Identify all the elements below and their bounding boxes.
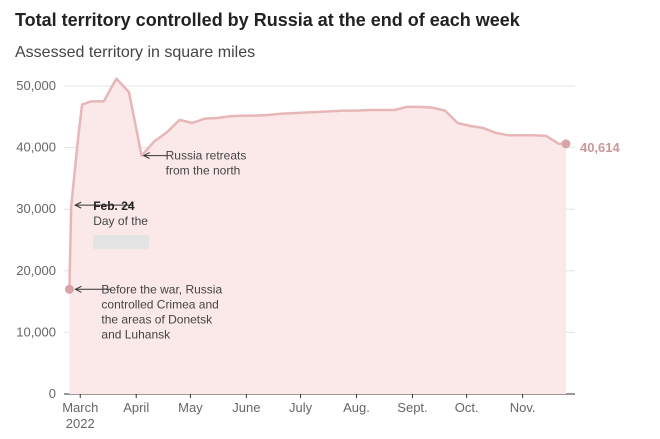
redacted-block [93,235,150,250]
annotation-text-line: Feb. 24 [93,199,135,213]
x-tick-label: June [232,400,260,415]
annotation-text-line: Russia retreats [166,149,247,163]
x-tick-label: July [289,400,313,415]
x-tick-label: Oct. [455,400,479,415]
x-tick-label: April [123,400,149,415]
y-tick-label: 40,000 [16,140,56,155]
y-tick-label: 50,000 [16,78,56,93]
x-tick-label: Aug. [343,400,370,415]
y-tick-label: 20,000 [16,263,56,278]
y-tick-label: 0 [49,386,56,401]
x-tick-sublabel: 2022 [66,416,95,431]
y-tick-label: 10,000 [16,324,56,339]
territory-line [68,77,566,290]
chart-title: Total territory controlled by Russia at … [15,10,520,30]
end-value-label: 40,614 [580,140,621,155]
annotation-text-line: the areas of Donetsk [101,312,213,326]
annotation-arrowhead [142,152,150,160]
x-tick-label: Sept. [397,400,427,415]
annotation-arrowhead [74,201,82,209]
markers: 40,614 [64,139,621,294]
territory-area [69,78,567,394]
x-tick-label: Nov. [510,400,536,415]
annotation-text-line: and Luhansk [101,327,171,341]
end-marker [561,139,571,149]
annotation-text-line: controlled Crimea and [101,297,218,311]
start-marker [64,284,74,294]
x-tick-label: March [62,400,98,415]
y-axis-ticks: 0 10,000 20,000 30,000 40,000 50,000 [16,78,56,401]
x-tick-label: May [178,400,203,415]
annotation-text-line: Day of the [93,214,148,228]
annotation-text-line: from the north [166,164,241,178]
chart-subtitle: Assessed territory in square miles [15,44,256,61]
annotation-arrowhead [74,285,82,293]
annotation-text-line: Before the war, Russia [101,282,222,296]
y-tick-label: 30,000 [16,201,56,216]
